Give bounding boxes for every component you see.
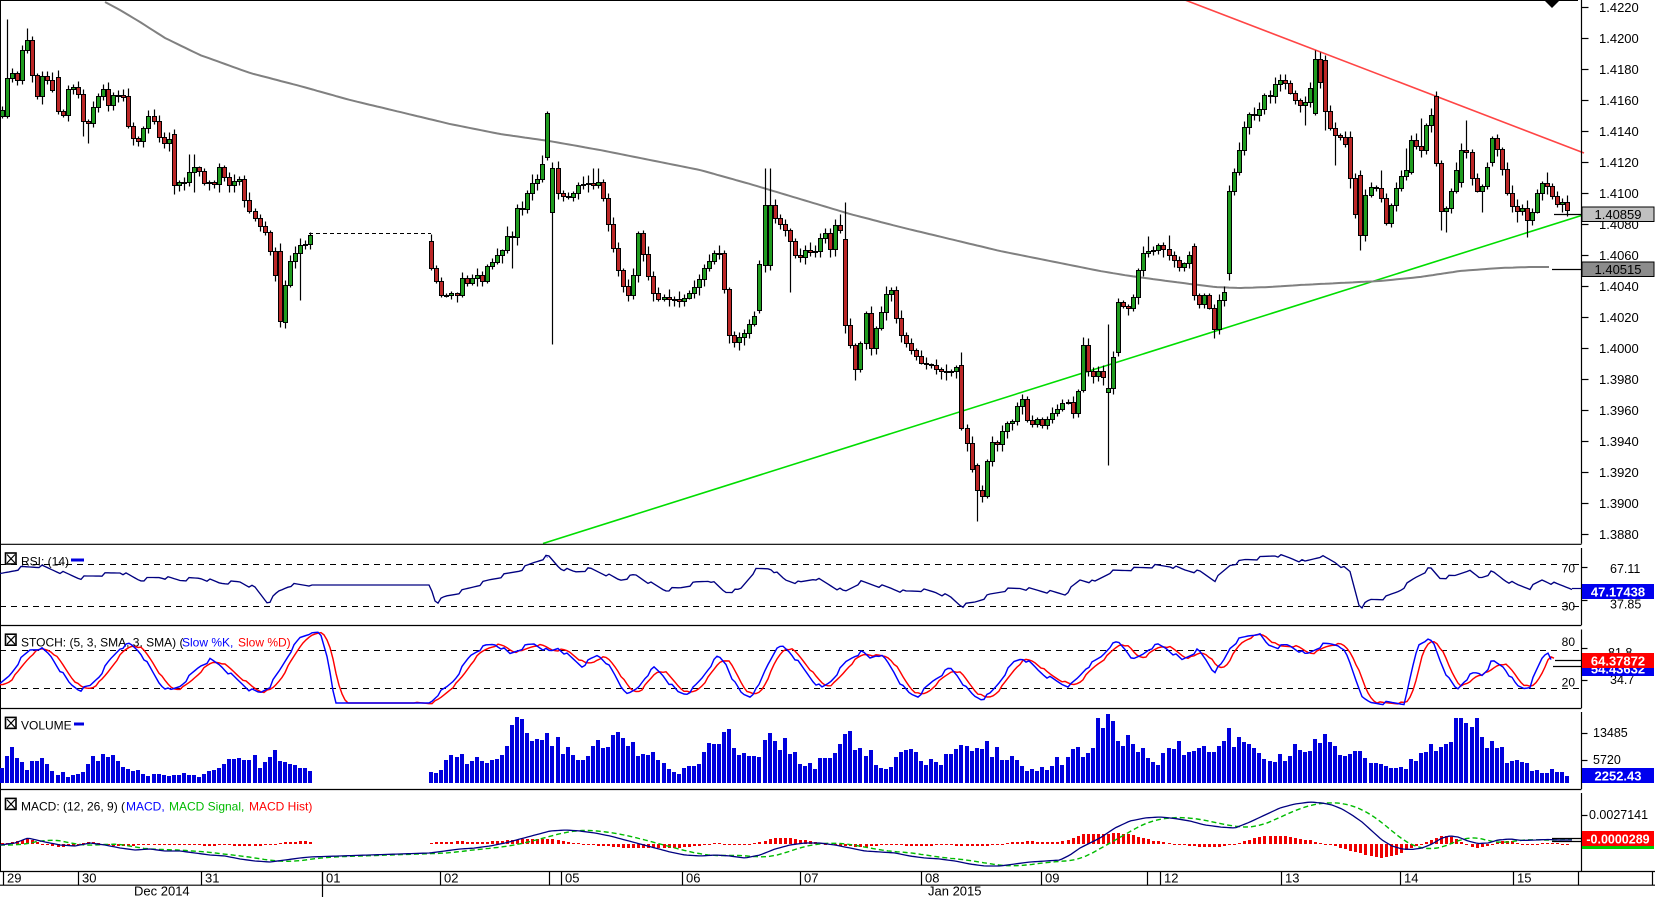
svg-text:1.4020: 1.4020 [1599,310,1639,325]
svg-text:1.4060: 1.4060 [1599,248,1639,263]
svg-text:31: 31 [205,871,219,886]
svg-text:13: 13 [1285,871,1299,886]
svg-text:Slow %D): Slow %D) [238,636,291,650]
svg-text:1.4000: 1.4000 [1599,341,1639,356]
svg-text:RSI: (14): RSI: (14) [21,555,69,569]
svg-text:1.40859: 1.40859 [1595,207,1642,222]
svg-text:47.17438: 47.17438 [1591,585,1645,600]
svg-text:01: 01 [326,871,340,886]
svg-text:1.3880: 1.3880 [1599,527,1639,542]
svg-text:1.4220: 1.4220 [1599,0,1639,15]
svg-text:STOCH: (5, 3, SMA, 3, SMA) (: STOCH: (5, 3, SMA, 3, SMA) ( [21,636,183,650]
svg-text:5720: 5720 [1593,753,1621,767]
svg-text:02: 02 [444,871,458,886]
svg-text:70: 70 [1562,562,1576,576]
svg-text:30: 30 [1562,600,1576,614]
svg-text:1.3920: 1.3920 [1599,465,1639,480]
svg-text:1.4160: 1.4160 [1599,93,1639,108]
svg-text:06: 06 [686,871,700,886]
svg-text:14: 14 [1404,871,1418,886]
svg-text:1.3940: 1.3940 [1599,434,1639,449]
svg-text:0.0027141: 0.0027141 [1589,808,1648,822]
svg-text:29: 29 [7,871,21,886]
svg-text:Jan 2015: Jan 2015 [928,884,982,898]
svg-text:09: 09 [1045,871,1059,886]
svg-text:MACD Signal,: MACD Signal, [169,800,244,814]
svg-text:Slow %K,: Slow %K, [182,636,233,650]
svg-text:05: 05 [565,871,579,886]
svg-text:1.4120: 1.4120 [1599,155,1639,170]
svg-text:08: 08 [925,871,939,886]
svg-text:34.7: 34.7 [1610,673,1634,687]
svg-text:1.4140: 1.4140 [1599,124,1639,139]
svg-text:1.4100: 1.4100 [1599,186,1639,201]
svg-text:13485: 13485 [1593,726,1628,740]
svg-text:2252.43: 2252.43 [1595,769,1642,784]
svg-text:30: 30 [82,871,96,886]
svg-text:64.37872: 64.37872 [1591,654,1645,669]
svg-text:1.4200: 1.4200 [1599,31,1639,46]
svg-text:^: ^ [544,554,548,563]
svg-text:1.40515: 1.40515 [1595,262,1642,277]
svg-text:15: 15 [1517,871,1531,886]
svg-text:20: 20 [1562,676,1576,690]
svg-text:37.85: 37.85 [1610,598,1641,612]
svg-text:MACD Hist): MACD Hist) [249,800,312,814]
svg-text:Dec 2014: Dec 2014 [134,884,190,898]
svg-text:1.3900: 1.3900 [1599,496,1639,511]
svg-text:80: 80 [1562,635,1576,649]
svg-text:1.4180: 1.4180 [1599,62,1639,77]
svg-text:-0.0000289: -0.0000289 [1586,833,1649,847]
svg-text:67.11: 67.11 [1610,562,1640,576]
svg-text:MACD,: MACD, [126,800,165,814]
svg-text:1.3960: 1.3960 [1599,403,1639,418]
svg-text:VOLUME: VOLUME [21,719,72,733]
svg-text:12: 12 [1164,871,1178,886]
svg-text:07: 07 [804,871,818,886]
svg-text:MACD: (12, 26, 9) (: MACD: (12, 26, 9) ( [21,800,125,814]
svg-text:1.4040: 1.4040 [1599,279,1639,294]
svg-text:1.3980: 1.3980 [1599,372,1639,387]
